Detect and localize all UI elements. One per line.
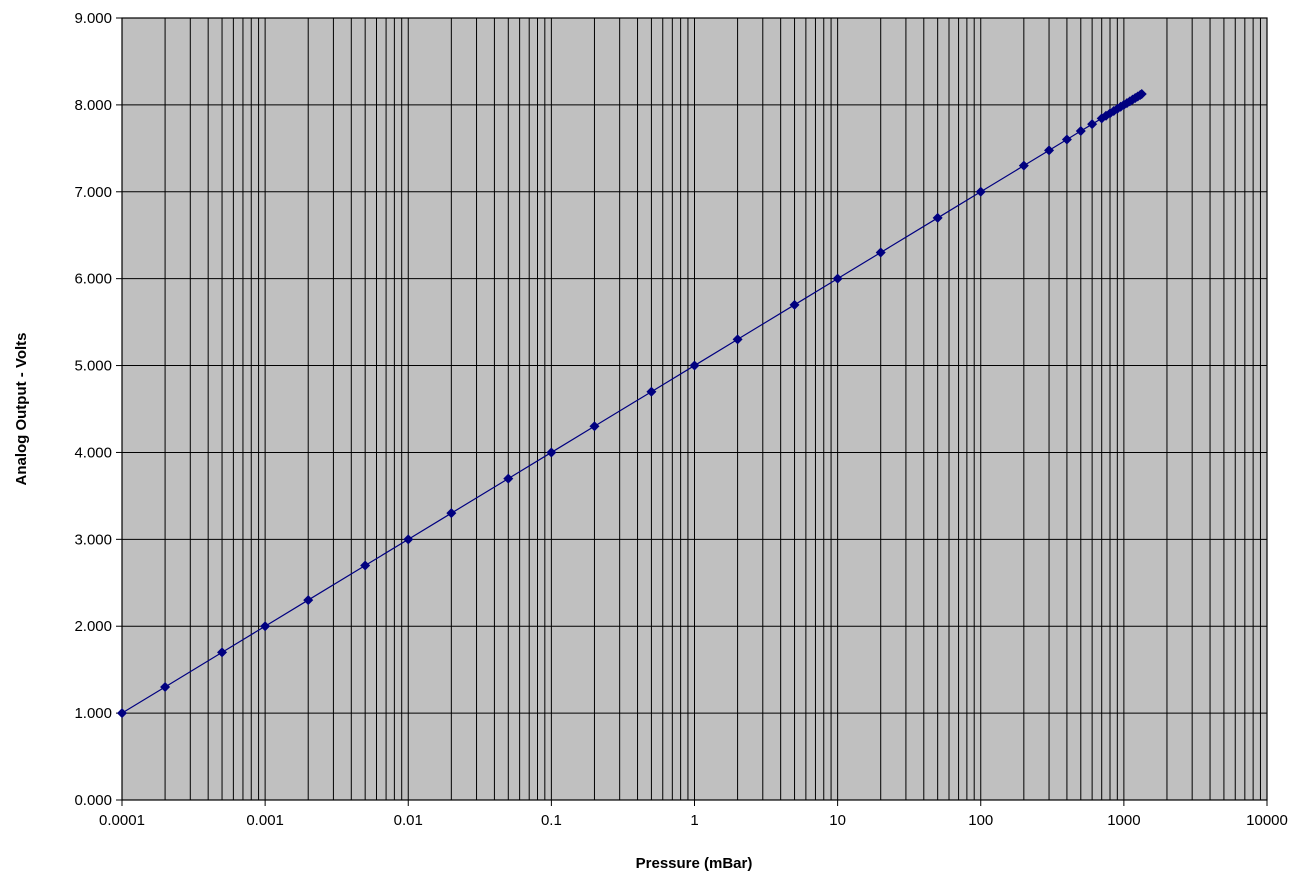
x-tick-label: 0.1: [541, 812, 562, 829]
data-point: [1018, 160, 1029, 171]
y-tick-label: 6.000: [74, 271, 112, 288]
data-point: [932, 212, 943, 223]
tick-labels: 0.0001 0.001 0.01 0.1 1 10 100 1000 10000 0.000 1.…: [74, 10, 1287, 829]
x-axis-title: Pressure (mBar): [636, 855, 753, 872]
data-point: [1044, 145, 1055, 156]
x-tick-label: 1: [690, 812, 698, 829]
data-point: [789, 299, 800, 310]
data-point: [446, 508, 457, 519]
data-point: [160, 681, 171, 692]
y-tick-label: 2.000: [74, 618, 112, 635]
y-tick-label: 4.000: [74, 444, 112, 461]
data-point: [646, 386, 657, 397]
y-tick-label: 0.000: [74, 792, 112, 809]
data-point: [1136, 89, 1147, 100]
data-point: [546, 447, 557, 458]
x-tick-label: 0.0001: [99, 812, 145, 829]
x-tick-label: 0.001: [246, 812, 284, 829]
data-point: [303, 595, 314, 606]
data-point: [589, 421, 600, 432]
y-tick-label: 8.000: [74, 97, 112, 114]
x-tick-label: 10: [829, 812, 846, 829]
x-tick-label: 0.01: [394, 812, 423, 829]
data-point: [975, 186, 986, 197]
y-axis-title: Analog Output - Volts: [13, 332, 30, 485]
grid: [122, 17, 1267, 800]
data-point: [875, 247, 886, 258]
data-point: [689, 360, 700, 371]
y-tick-label: 3.000: [74, 531, 112, 548]
data-point: [1061, 134, 1072, 145]
y-tick-label: 9.000: [74, 10, 112, 27]
data-point: [117, 708, 127, 719]
data-point: [217, 647, 228, 658]
data-point: [832, 273, 843, 284]
data-point: [1075, 126, 1086, 137]
data-point: [360, 560, 371, 571]
y-tick-label: 1.000: [74, 705, 112, 722]
series: [117, 89, 1147, 719]
x-tick-label: 100: [968, 812, 993, 829]
x-tick-label: 10000: [1246, 812, 1288, 829]
data-point: [732, 334, 743, 345]
y-tick-label: 5.000: [74, 358, 112, 375]
data-point: [1087, 119, 1098, 130]
data-point: [503, 473, 514, 484]
data-point: [403, 534, 414, 545]
x-tick-label: 1000: [1107, 812, 1140, 829]
y-tick-label: 7.000: [74, 184, 112, 201]
data-point: [260, 621, 271, 632]
